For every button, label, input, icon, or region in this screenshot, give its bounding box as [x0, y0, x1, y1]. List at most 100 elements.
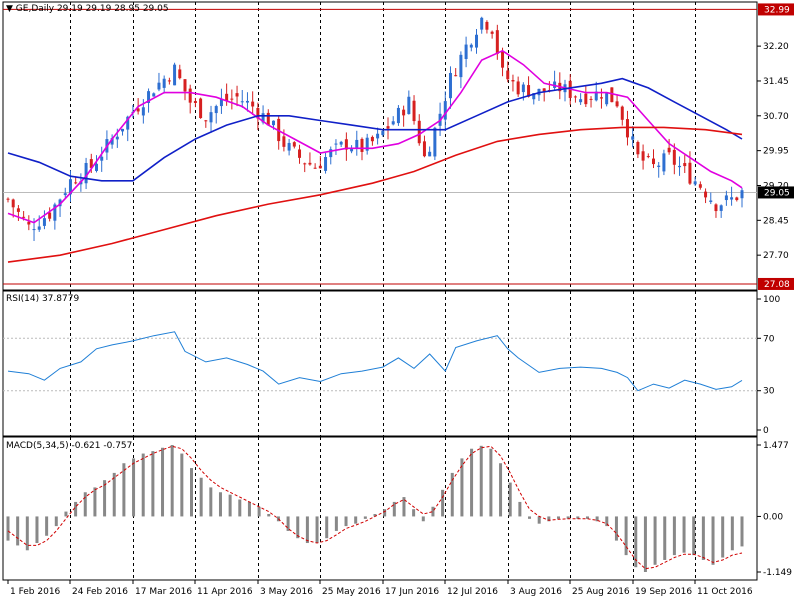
price-tick-label: 31.45 — [763, 77, 789, 87]
date-tick-label: 17 Mar 2016 — [135, 587, 192, 597]
macd-histogram-bar — [450, 472, 454, 517]
candle-body — [11, 199, 15, 208]
candle-body — [704, 191, 708, 198]
macd-histogram-bar — [83, 492, 87, 517]
candle-body — [251, 101, 255, 107]
macd-histogram-bar — [421, 516, 425, 522]
price-tick-label: 27.70 — [763, 251, 789, 261]
macd-signal-line — [7, 445, 743, 570]
candle-body — [506, 70, 510, 80]
candle-body — [594, 91, 598, 101]
macd-histogram-bar — [537, 516, 541, 524]
candle-body — [68, 179, 72, 195]
candle-body — [162, 78, 166, 88]
candle-body — [490, 31, 494, 34]
macd-histogram-bar — [383, 509, 387, 517]
candle-body — [657, 165, 661, 167]
candle-body — [584, 93, 588, 105]
candle-body — [386, 126, 390, 129]
macd-histogram-bar — [711, 516, 715, 565]
candle-body — [662, 153, 666, 172]
macd-histogram-bar — [518, 501, 522, 517]
candle-body — [6, 198, 10, 200]
rsi-tick-label: 70 — [763, 334, 775, 344]
candle-body — [282, 136, 286, 147]
candle-body — [605, 93, 609, 105]
macd-histogram-bar — [363, 516, 367, 519]
candle-body — [501, 51, 505, 68]
macd-histogram-bar — [585, 516, 589, 519]
macd-histogram-bar — [325, 516, 329, 539]
candle-body — [641, 151, 645, 161]
macd-histogram-bar — [122, 463, 126, 517]
candle-body — [58, 199, 62, 207]
macd-histogram-bar — [605, 516, 609, 527]
candle-body — [511, 80, 515, 82]
macd-histogram-bar — [228, 494, 232, 517]
date-tick-label: 3 Aug 2016 — [510, 587, 562, 597]
candle-body — [318, 165, 322, 169]
candle-body — [84, 162, 88, 184]
low-level-tag — [758, 277, 794, 290]
candle-body — [553, 81, 557, 88]
macd-tick-label: 0.00 — [763, 512, 783, 522]
date-tick-label: 25 May 2016 — [322, 587, 381, 597]
candle-body — [115, 136, 119, 140]
macd-histogram-bar — [643, 516, 647, 572]
candle-body — [428, 151, 432, 157]
candle-body — [261, 113, 265, 123]
macd-histogram-bar — [392, 501, 396, 517]
candle-body — [370, 136, 374, 142]
macd-histogram-bar — [595, 516, 599, 522]
macd-histogram-bar — [528, 516, 532, 519]
candle-body — [214, 106, 218, 114]
macd-histogram-bar — [547, 516, 551, 522]
macd-histogram-bar — [93, 487, 97, 517]
candle-body — [193, 101, 197, 103]
candle-body — [173, 64, 177, 86]
candle-body — [412, 100, 416, 122]
candle-body — [480, 17, 484, 30]
candle-body — [100, 156, 104, 161]
candle-body — [521, 84, 525, 93]
candle-body — [620, 106, 624, 120]
candle-body — [636, 142, 640, 155]
macd-histogram-bar — [373, 514, 377, 517]
candle-body — [542, 88, 546, 93]
candle-body — [730, 197, 734, 200]
collapse-triangle-icon[interactable]: ▼ — [6, 4, 13, 14]
date-tick-label: 11 Apr 2016 — [197, 587, 253, 597]
macd-histogram-bar — [701, 516, 705, 560]
candle-body — [183, 79, 187, 92]
candle-body — [334, 143, 338, 145]
macd-histogram-bar — [199, 477, 203, 517]
candle-body — [448, 72, 452, 99]
candle-body — [152, 93, 156, 97]
candle-body — [167, 80, 171, 82]
candle-body — [709, 200, 713, 202]
macd-histogram-bar — [170, 445, 174, 517]
candle-body — [303, 163, 307, 165]
candle-body — [42, 218, 46, 226]
macd-histogram-bar — [305, 516, 309, 544]
date-tick-label: 12 Jul 2016 — [447, 587, 498, 597]
candle-body — [188, 88, 192, 103]
macd-histogram-bar — [576, 516, 580, 519]
candle-body — [516, 81, 520, 95]
candle-body — [693, 181, 697, 185]
rsi-tick-label: 100 — [763, 295, 780, 305]
candle-body — [475, 34, 479, 48]
macd-histogram-bar — [112, 472, 116, 517]
rsi-tick-label: 30 — [763, 387, 775, 397]
candle-body — [219, 99, 223, 107]
macd-histogram-bar — [54, 516, 58, 527]
candle-body — [230, 98, 234, 100]
candle-body — [324, 157, 328, 171]
candle-body — [329, 149, 333, 158]
candle-body — [339, 141, 343, 145]
price-tick-label: 29.95 — [763, 147, 789, 157]
macd-histogram-bar — [479, 445, 483, 517]
macd-histogram-bar — [460, 458, 464, 517]
date-tick-label: 17 Jun 2016 — [385, 587, 439, 597]
